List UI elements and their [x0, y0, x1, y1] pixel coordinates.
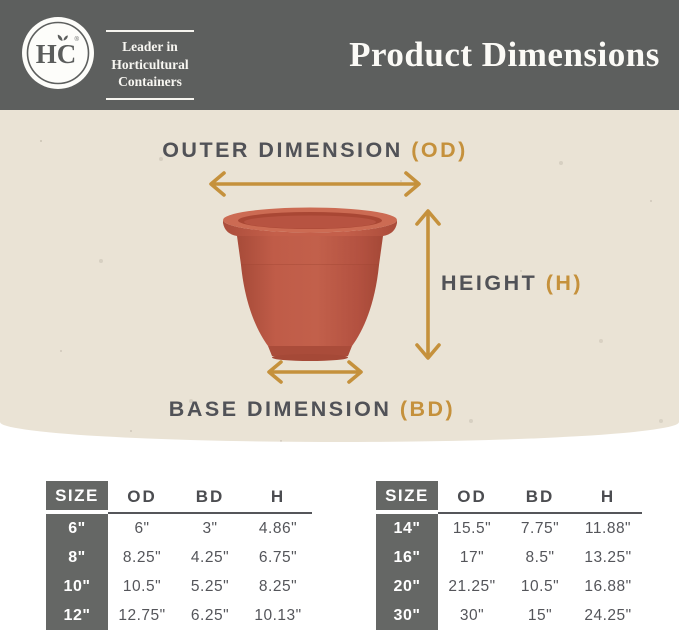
table-header-size: SIZE	[46, 481, 108, 514]
size-cell: 14"	[376, 514, 438, 543]
size-table-large: SIZE OD BD H 14" 15.5" 7.75" 11.88" 16" 17" 8.5" 13…	[376, 481, 642, 630]
value-cell: 10.5"	[122, 577, 162, 595]
base-dimension-arrow	[267, 360, 363, 384]
size-cell: 20"	[376, 572, 438, 601]
outer-dimension-abbr: (OD)	[411, 138, 468, 162]
value-cell: 15"	[527, 606, 553, 624]
value-cell: 10.5"	[520, 577, 560, 595]
table-header-od: OD	[108, 481, 176, 514]
logo-ring	[26, 21, 90, 85]
value-cell: 6.75"	[258, 548, 298, 566]
table-header-bd: BD	[176, 481, 244, 514]
flower-pot-illustration	[223, 207, 397, 361]
height-arrow	[415, 209, 441, 360]
base-dimension-abbr: (BD)	[399, 397, 456, 421]
value-cell: 8.25"	[258, 577, 298, 595]
height-label: HEIGHT (H)	[441, 271, 583, 296]
value-cell: 3"	[202, 519, 218, 537]
value-cell: 7.75"	[520, 519, 560, 537]
size-cell: 16"	[376, 543, 438, 572]
value-cell: 21.25"	[448, 577, 496, 595]
size-cell: 12"	[46, 601, 108, 630]
leaf-sprout-icon	[57, 34, 68, 41]
value-cell: 10.13"	[254, 606, 302, 624]
value-cell: 6.25"	[190, 606, 230, 624]
header-banner: HC ® Leader in Horticultural Containers …	[0, 0, 679, 110]
value-cell: 5.25"	[190, 577, 230, 595]
base-dimension-text: BASE DIMENSION	[168, 397, 400, 421]
diagram-section: OUTER DIMENSION (OD) HEIGHT (H) BASE DIM…	[0, 110, 679, 442]
outer-dimension-label: OUTER DIMENSION (OD)	[162, 138, 468, 163]
value-cell: 13.25"	[584, 548, 632, 566]
background-speckles	[40, 140, 42, 142]
base-dimension-label: BASE DIMENSION (BD)	[169, 397, 455, 422]
hc-logo: HC ®	[21, 16, 95, 90]
value-cell: 8.5"	[525, 548, 555, 566]
size-cell: 8"	[46, 543, 108, 572]
table-header-size: SIZE	[376, 481, 438, 514]
table-header-h: H	[244, 481, 312, 514]
value-cell: 24.25"	[584, 606, 632, 624]
tagline-line: Containers	[118, 74, 182, 90]
logo-circle	[22, 17, 94, 89]
table-header-od: OD	[438, 481, 506, 514]
tagline-line: Leader in	[122, 39, 178, 54]
value-cell: 8.25"	[122, 548, 162, 566]
tagline-line: Horticultural	[111, 56, 189, 72]
value-cell: 12.75"	[118, 606, 166, 624]
hc-logo-graphic: HC ®	[22, 17, 94, 89]
value-cell: 6"	[134, 519, 150, 537]
table-header-h: H	[574, 481, 642, 514]
value-cell: 15.5"	[452, 519, 492, 537]
logo-monogram: HC	[36, 39, 77, 69]
value-cell: 17"	[459, 548, 485, 566]
outer-dimension-arrow	[209, 171, 421, 197]
page-title: Product Dimensions	[349, 35, 660, 74]
height-abbr: (H)	[545, 271, 584, 295]
registered-mark: ®	[75, 36, 80, 43]
size-cell: 30"	[376, 601, 438, 630]
height-text: HEIGHT	[441, 271, 546, 295]
size-table-small: SIZE OD BD H 6" 6" 3" 4.86" 8" 8.25" 4.25" 6.75" 10"…	[46, 481, 312, 630]
size-cell: 6"	[46, 514, 108, 543]
value-cell: 11.88"	[584, 519, 632, 537]
brand-tagline: Leader in Horticultural Containers	[106, 30, 194, 100]
size-cell: 10"	[46, 572, 108, 601]
value-cell: 16.88"	[584, 577, 632, 595]
value-cell: 4.86"	[258, 519, 298, 537]
outer-dimension-text: OUTER DIMENSION	[162, 138, 412, 162]
table-header-bd: BD	[506, 481, 574, 514]
value-cell: 4.25"	[190, 548, 230, 566]
value-cell: 30"	[459, 606, 485, 624]
